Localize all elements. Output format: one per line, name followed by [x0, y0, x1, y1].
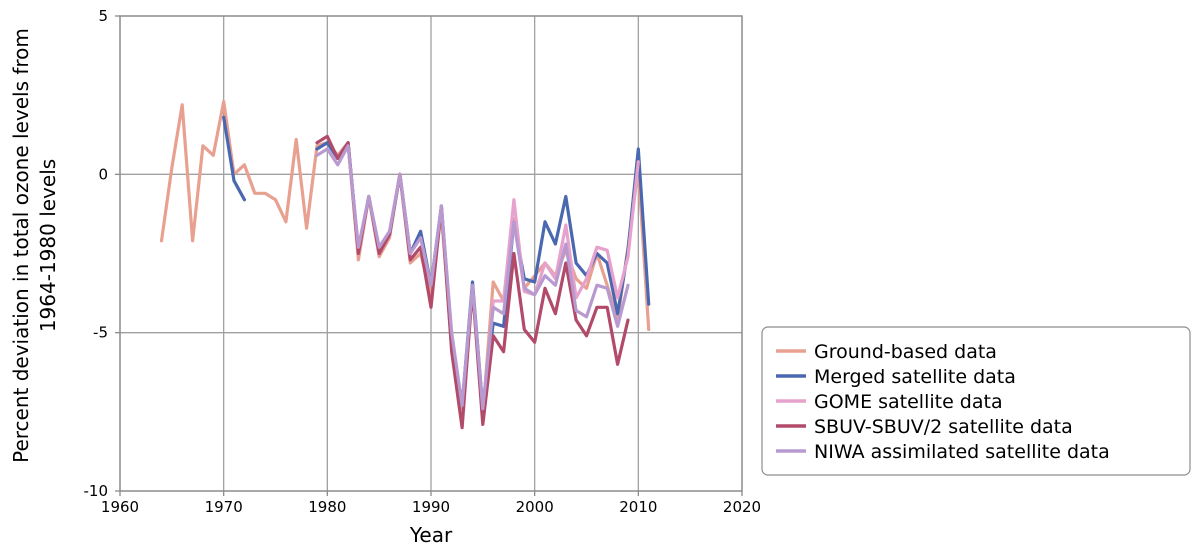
legend-item: NIWA assimilated satellite data [776, 441, 1110, 463]
series-lines [159, 99, 651, 430]
legend-item: Merged satellite data [776, 366, 1016, 388]
y-tick-label: -10 [84, 482, 109, 500]
legend-item: SBUV-SBUV/2 satellite data [776, 416, 1073, 438]
x-tick-label: 1980 [308, 498, 346, 516]
y-tick-label: -5 [93, 324, 108, 342]
y-axis-label-line-2: 1964-1980 levels [36, 159, 60, 332]
y-axis-ticks: 5 0 -5 -10 [84, 7, 120, 500]
y-tick-label: 5 [98, 7, 108, 25]
legend-item: Ground-based data [776, 341, 997, 363]
legend-item: GOME satellite data [776, 391, 1003, 413]
x-tick-label: 1960 [101, 498, 139, 516]
x-tick-label: 1970 [205, 498, 243, 516]
series-line-gome-satellite-data [481, 160, 640, 423]
legend-label: Ground-based data [814, 341, 997, 363]
y-tick-label: 0 [98, 165, 108, 183]
x-tick-label: 2020 [723, 498, 761, 516]
x-tick-label: 2010 [619, 498, 657, 516]
y-axis-label-line-1: Percent deviation in total ozone levels … [9, 28, 33, 463]
legend-label: NIWA assimilated satellite data [814, 441, 1110, 463]
x-tick-label: 2000 [516, 498, 554, 516]
y-axis-label: Percent deviation in total ozone levels … [9, 28, 60, 463]
x-axis-ticks: 1960 1970 1980 1990 2000 2010 2020 [101, 491, 761, 516]
series-line-niwa-assimilated-satellite-data [315, 144, 630, 411]
legend: Ground-based data Merged satellite data GO… [761, 326, 1191, 476]
legend-label: Merged satellite data [814, 366, 1016, 388]
legend-label: SBUV-SBUV/2 satellite data [814, 416, 1073, 438]
legend-label: GOME satellite data [814, 391, 1003, 413]
legend-box [761, 326, 1191, 476]
grid-lines [120, 16, 742, 491]
x-axis-label: Year [409, 523, 453, 547]
x-tick-label: 1990 [412, 498, 450, 516]
